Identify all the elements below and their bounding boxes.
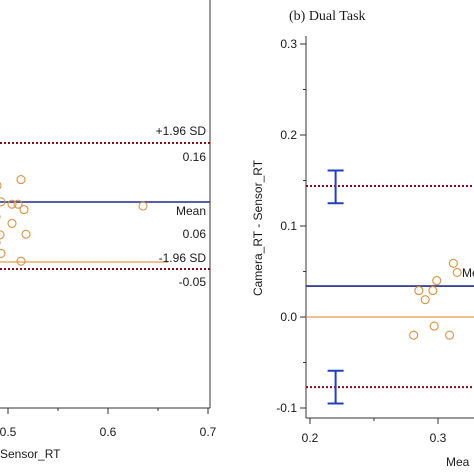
- right-x-axis-title: Mea: [446, 455, 470, 469]
- left-lower-value: -0.05: [179, 275, 207, 289]
- left-data-point-3: [0, 197, 6, 207]
- right-data-point-3: [432, 276, 442, 286]
- left-upper-label: +1.96 SD: [156, 124, 207, 138]
- right-y-axis-title: Camera_RT - Sensor_RT: [251, 159, 265, 296]
- right-data-point-1: [420, 295, 430, 305]
- left-upper-value: 0.16: [183, 150, 207, 164]
- right-data-point-8: [444, 330, 455, 340]
- left-data-point-15: [138, 201, 148, 211]
- left-mean-label: Mean: [176, 204, 206, 218]
- left-data-point-5: [13, 199, 23, 209]
- right-data-point-7: [452, 267, 462, 277]
- right-x-tick-label-0: 0.2: [302, 431, 319, 445]
- right-data-point-4: [409, 330, 419, 340]
- right-data-point-0: [414, 286, 424, 296]
- right-mean-label: Mea: [462, 266, 474, 280]
- left-x-axis-title: Sensor_RT: [0, 447, 61, 461]
- right-y-tick-label-1: 0.2: [280, 128, 297, 142]
- left-data-point-13: [0, 248, 6, 258]
- right-data-point-5: [429, 321, 439, 331]
- left-lower-label: -1.96 SD: [159, 251, 207, 265]
- left-x-tick-label-2: 0.7: [200, 425, 217, 439]
- right-y-tick-label-2: 0.1: [280, 219, 297, 233]
- left-x-tick-label-0: 0.5: [0, 425, 17, 439]
- right-x-tick-label-1: 0.3: [430, 431, 447, 445]
- left-data-point-6: [19, 205, 29, 215]
- left-data-point-0: [0, 182, 2, 190]
- left-x-tick-label-1: 0.6: [100, 425, 117, 439]
- right-y-tick-label-3: 0.0: [280, 310, 297, 324]
- left-data-point-12: [21, 229, 31, 239]
- right-data-point-6: [448, 258, 458, 268]
- left-mean-value: 0.06: [183, 227, 207, 241]
- left-data-point-10: [0, 230, 5, 240]
- left-data-point-4: [7, 199, 17, 209]
- left-data-point-14: [16, 256, 26, 266]
- right-data-point-2: [428, 286, 438, 296]
- right-y-tick-label-4: -0.1: [276, 401, 297, 415]
- left-panel: +1.96 SD 0.16 Mean 0.06 -1.96 SD -0.05 0…: [0, 0, 217, 461]
- left-data-point-1: [16, 175, 26, 185]
- right-panel: (b) Dual Task 0.3 0.2 0.1 0.0 -0.1 0.2 0…: [251, 9, 474, 469]
- left-data-point-8: [7, 218, 17, 228]
- right-y-tick-label-0: 0.3: [280, 37, 297, 51]
- right-panel-title: (b) Dual Task: [289, 9, 366, 24]
